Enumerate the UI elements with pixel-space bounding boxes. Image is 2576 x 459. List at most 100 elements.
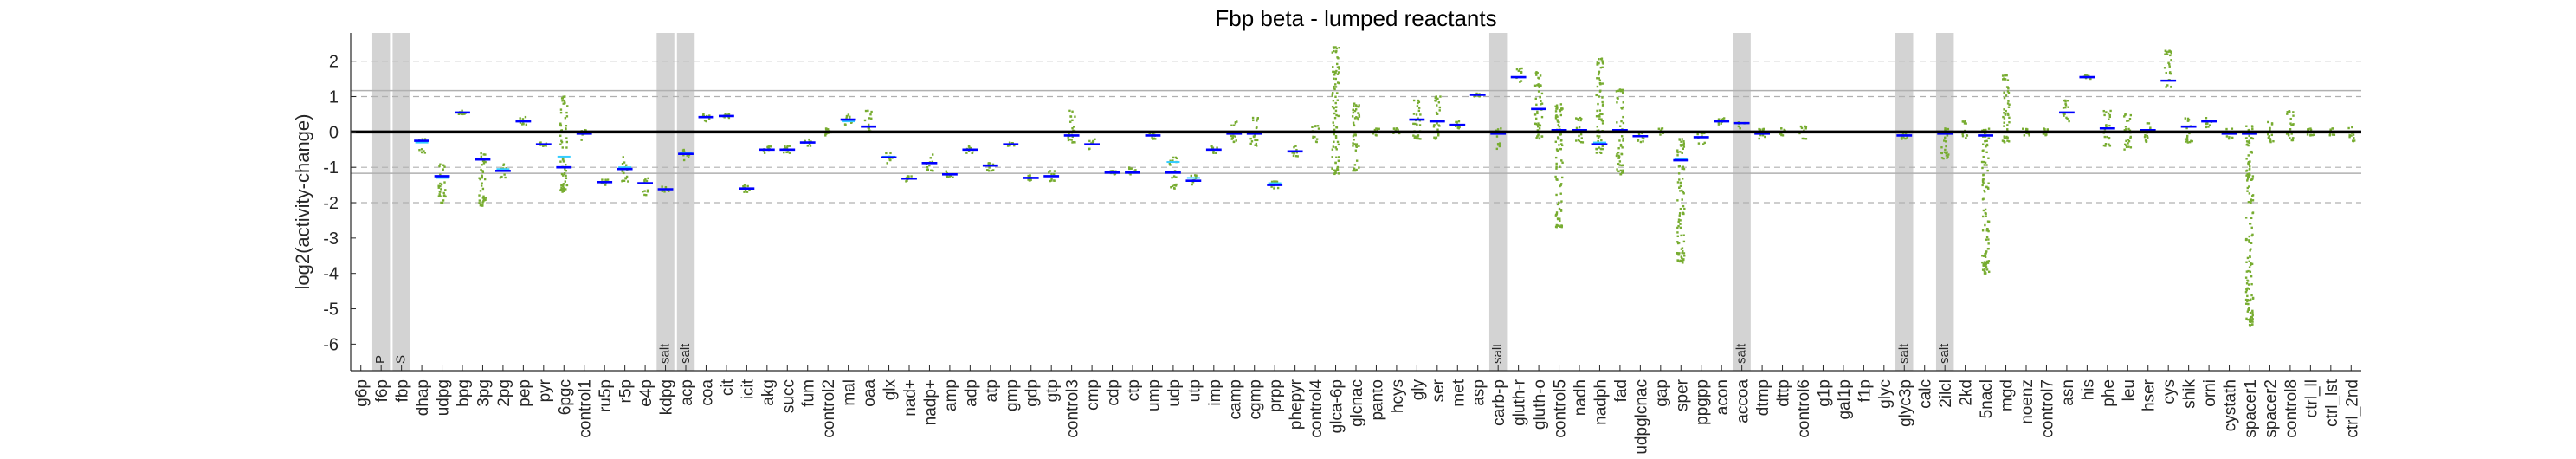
point-cys: [2168, 63, 2171, 66]
point-dhap: [423, 150, 425, 152]
x-tick-label-acp: acp: [678, 379, 696, 406]
x-tick-label-2kd: 2kd: [1958, 379, 1976, 406]
x-tick-label-control5: control5: [1552, 379, 1570, 438]
point-nadp+: [931, 160, 934, 164]
point-gluth-o: [1538, 137, 1540, 139]
point-nadph: [1601, 113, 1604, 116]
point-gluth-o: [1535, 103, 1538, 107]
point-icit: [742, 184, 745, 188]
point-asn: [2064, 102, 2067, 106]
point-asn: [2064, 104, 2068, 107]
point-control3: [1071, 126, 1074, 130]
point-ctrl_2nd: [2347, 126, 2350, 130]
x-tick-label-pyr: pyr: [536, 378, 554, 402]
point-leu: [2124, 113, 2127, 116]
point-nadh: [1578, 126, 1581, 129]
point-5nacl: [1986, 220, 1990, 223]
point-udpg: [437, 195, 441, 197]
point-3pg: [481, 174, 483, 177]
point-spacer1: [2248, 320, 2251, 323]
point-glcnac: [1355, 168, 1358, 171]
point-6pgc: [565, 177, 567, 179]
point-prpp: [1276, 186, 1280, 190]
point-spacer1: [2247, 269, 2250, 273]
point-mal: [846, 114, 849, 118]
point-met: [1458, 126, 1461, 129]
point-amp: [952, 176, 954, 178]
point-mal: [845, 117, 848, 120]
point-r5p: [623, 161, 626, 164]
point-hser: [2149, 126, 2152, 129]
point-2kd: [1961, 120, 1964, 123]
point-mal: [847, 113, 850, 116]
point-fad: [1621, 107, 1624, 110]
point-spacer1: [2249, 165, 2251, 168]
point-6pgc: [560, 186, 563, 190]
point-control7: [2043, 133, 2045, 135]
x-tick-label-glcnac: glcnac: [1348, 379, 1366, 427]
point-5nacl: [1987, 157, 1990, 159]
point-glca-6p: [1333, 72, 1337, 74]
point-control8: [2291, 137, 2295, 139]
x-tick-label-control2: control2: [820, 379, 838, 438]
point-5nacl: [1982, 174, 1985, 177]
x-tick-label-gtp: gtp: [1043, 379, 1062, 402]
point-icit: [744, 189, 747, 192]
point-glca-6p: [1332, 99, 1335, 102]
point-udpg: [439, 163, 442, 165]
point-dhap: [421, 151, 423, 154]
point-cystath: [2231, 136, 2234, 139]
point-glca-6p: [1333, 112, 1336, 115]
point-cystath: [2231, 127, 2234, 130]
point-sper: [1682, 167, 1686, 171]
point-5nacl: [1985, 145, 1987, 148]
point-control5: [1555, 193, 1558, 197]
point-spacer1: [2247, 163, 2250, 166]
point-cit: [727, 116, 731, 120]
point-glca-6p: [1333, 128, 1336, 132]
point-udpg: [442, 195, 446, 197]
point-control4: [1311, 126, 1314, 129]
point-spacer1: [2245, 288, 2248, 292]
point-nadph: [1598, 146, 1600, 149]
point-dtmp: [1758, 137, 1760, 140]
point-fad: [1619, 143, 1623, 146]
point-2ilcl: [1942, 157, 1945, 160]
point-glcnac: [1358, 115, 1361, 118]
point-ser: [1436, 122, 1438, 125]
point-fad: [1622, 88, 1624, 92]
point-kdpg: [661, 185, 663, 188]
point-6pgc: [563, 188, 565, 191]
point-cys: [2168, 65, 2171, 68]
point-sper: [1682, 140, 1685, 143]
point-sper: [1679, 223, 1682, 225]
point-sper: [1676, 151, 1679, 153]
point-hcys: [1395, 127, 1398, 130]
point-fad: [1621, 146, 1624, 149]
point-gap: [1657, 127, 1661, 130]
x-tick-label-control3: control3: [1064, 379, 1082, 438]
point-hser: [2147, 122, 2151, 125]
point-glca-6p: [1331, 167, 1333, 170]
point-spacer2: [2268, 136, 2270, 139]
point-control6: [1804, 126, 1808, 128]
point-fad: [1617, 151, 1620, 154]
point-control8: [2289, 117, 2292, 120]
point-noenz: [2027, 133, 2030, 135]
y-tick-label: -3: [323, 230, 339, 249]
point-adp: [965, 152, 968, 154]
point-akg: [767, 145, 770, 148]
point-ru5p: [604, 178, 607, 181]
x-tick-label-gmp: gmp: [1003, 379, 1021, 411]
point-glca-6p: [1333, 74, 1336, 76]
point-spacer1: [2247, 283, 2250, 286]
point-cgmp: [1256, 117, 1259, 120]
point-r5p: [625, 164, 628, 166]
point-ctrl_lst: [2332, 127, 2334, 130]
point-control6: [1803, 137, 1805, 140]
point-pep: [519, 121, 522, 124]
point-control3: [1071, 110, 1074, 113]
point-spacer1: [2251, 311, 2254, 314]
point-gluth-o: [1536, 71, 1539, 74]
point-6pgc: [563, 101, 566, 104]
